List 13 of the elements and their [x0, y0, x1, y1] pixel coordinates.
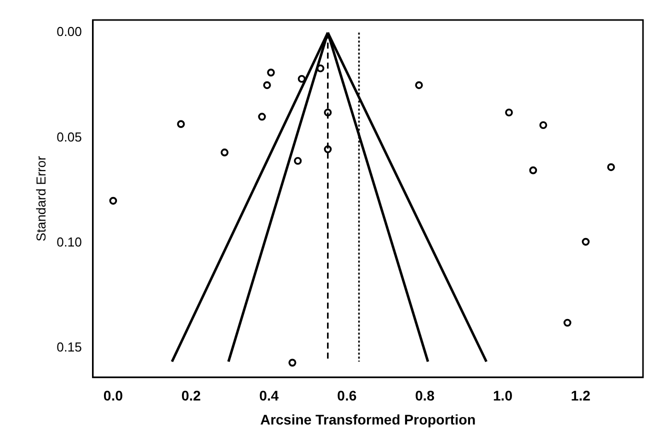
x-axis-title: Arcsine Transformed Proportion: [260, 411, 476, 428]
y-tick-label: 0.10: [56, 234, 82, 250]
y-tick-label: 0.00: [56, 24, 82, 40]
y-tick-label: 0.15: [56, 340, 82, 355]
x-tick-label: 0.2: [181, 388, 202, 404]
x-tick-label: 0.8: [415, 388, 435, 404]
x-tick-label: 0.6: [337, 388, 357, 404]
x-tick-label: 1.0: [493, 388, 513, 404]
x-tick-label: 1.2: [570, 388, 591, 404]
y-tick-label: 0.05: [56, 129, 82, 144]
x-tick-label: 0.4: [259, 388, 279, 404]
x-tick-label: 0.0: [103, 388, 124, 404]
y-axis-title: Standard Error: [33, 155, 48, 242]
